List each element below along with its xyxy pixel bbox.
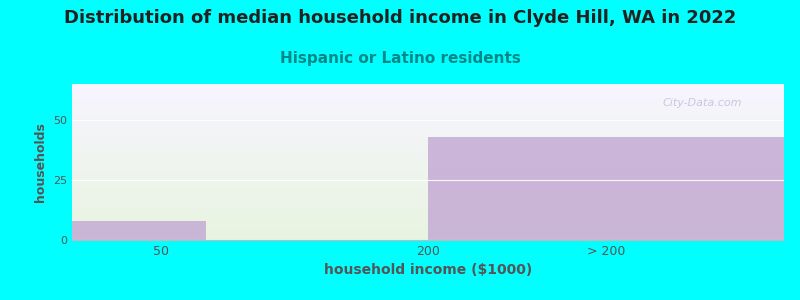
Text: City-Data.com: City-Data.com	[663, 98, 742, 108]
Text: Hispanic or Latino residents: Hispanic or Latino residents	[279, 51, 521, 66]
X-axis label: household income ($1000): household income ($1000)	[324, 263, 532, 278]
Y-axis label: households: households	[34, 122, 47, 202]
Text: Distribution of median household income in Clyde Hill, WA in 2022: Distribution of median household income …	[64, 9, 736, 27]
Bar	[428, 137, 784, 240]
Bar	[72, 221, 206, 240]
